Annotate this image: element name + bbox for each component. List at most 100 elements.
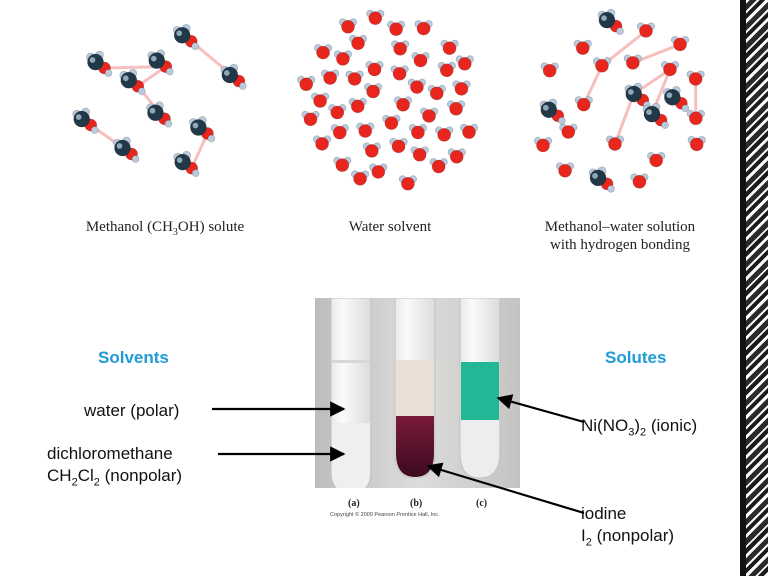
oxygen-atom bbox=[575, 41, 590, 55]
oxygen-atom bbox=[608, 137, 622, 151]
dichloromethane-label: dichloromethane CH2Cl2 (nonpolar) bbox=[47, 443, 182, 493]
oxygen-atom bbox=[437, 128, 451, 142]
methanol-caption: Methanol (CH3OH) solute bbox=[85, 219, 245, 238]
oxygen-atom bbox=[542, 63, 557, 78]
hydrogen-atom bbox=[191, 169, 200, 177]
hydrogen-atom bbox=[558, 116, 566, 125]
oxygen-atom bbox=[367, 62, 382, 77]
oxygen-atom bbox=[396, 97, 410, 112]
oxygen-atom bbox=[358, 124, 373, 138]
hydrogen-atom bbox=[627, 88, 635, 96]
oxygen-atom bbox=[449, 149, 464, 164]
methanol-water-solution-illustration bbox=[533, 8, 706, 193]
oxygen-atom bbox=[366, 84, 380, 99]
hydrogen-bond bbox=[613, 93, 636, 145]
oxygen-atom bbox=[323, 71, 337, 85]
oxygen-atom bbox=[429, 86, 444, 101]
oxygen-atom bbox=[315, 137, 329, 151]
tube-a-label: (a) bbox=[348, 498, 360, 509]
dichloromethane-formula: CH2Cl2 (nonpolar) bbox=[47, 466, 183, 489]
hydrogen-atom bbox=[223, 69, 231, 77]
iodine-formula: I2 (nonpolar) bbox=[581, 526, 675, 549]
hydrogen-atom bbox=[239, 82, 247, 90]
oxygen-atom bbox=[639, 24, 653, 38]
oxygen-atom bbox=[347, 72, 362, 86]
oxygen-atom bbox=[462, 125, 476, 139]
oxygen-atom bbox=[431, 159, 446, 174]
hydrogen-atom bbox=[90, 126, 99, 134]
oxygen-atom bbox=[350, 99, 365, 114]
oxygen-atom bbox=[335, 158, 350, 172]
oxygen-atom bbox=[392, 66, 407, 81]
test-tubes-drawing bbox=[315, 297, 520, 520]
oxygen-atom bbox=[368, 11, 383, 25]
oxygen-atom bbox=[413, 53, 428, 68]
hydrogen-atom bbox=[176, 156, 183, 164]
oxygen-atom bbox=[313, 94, 327, 108]
hydrogen-atom bbox=[600, 14, 608, 22]
oxygen-atom bbox=[561, 125, 576, 139]
oxygen-atom bbox=[649, 153, 663, 168]
hydrogen-bond bbox=[190, 132, 209, 169]
oxygen-atom bbox=[401, 176, 415, 191]
iodine-arrow bbox=[426, 462, 585, 515]
oxygen-atom bbox=[384, 116, 399, 130]
hydrogen-atom bbox=[75, 113, 83, 121]
solution-caption-line2: with hydrogen bonding bbox=[550, 237, 690, 253]
oxygen-atom bbox=[351, 36, 365, 51]
oxygen-atom bbox=[457, 57, 472, 71]
water-label: water (polar) bbox=[84, 401, 180, 420]
hydrogen-atom bbox=[137, 87, 146, 95]
oxygen-atom bbox=[299, 77, 314, 92]
oxygen-atom bbox=[632, 174, 647, 189]
copyright-notice: Copyright © 2009 Pearson Prentice Hall, … bbox=[330, 512, 440, 518]
dichloromethane-name: dichloromethane bbox=[47, 444, 173, 463]
nickel-nitrate-label: Ni(NO3)2 (ionic) bbox=[581, 416, 698, 439]
hydrogen-atom bbox=[150, 55, 158, 62]
iodine-name: iodine bbox=[581, 504, 627, 523]
hydrogen-atom bbox=[131, 155, 140, 163]
solutes-heading: Solutes bbox=[605, 348, 667, 367]
oxygen-atom bbox=[371, 165, 386, 179]
oxygen-atom bbox=[393, 42, 407, 56]
oxygen-atom bbox=[576, 97, 591, 112]
oxygen-atom bbox=[353, 171, 367, 186]
methanol-molecules-illustration bbox=[72, 23, 247, 177]
oxygen-atom bbox=[422, 109, 436, 123]
hydrogen-atom bbox=[165, 67, 174, 76]
solution-caption-line1: Methanol–water solution bbox=[544, 219, 696, 235]
oxygen-atom bbox=[332, 125, 347, 140]
solution-caption: Methanol–water solution with hydrogen bo… bbox=[520, 218, 720, 254]
iodine-label: iodine I2 (nonpolar) bbox=[581, 503, 674, 553]
hydrogen-atom bbox=[164, 119, 173, 128]
water-molecules-illustration bbox=[297, 9, 479, 191]
oxygen-atom bbox=[626, 56, 640, 70]
oxygen-atom bbox=[454, 82, 469, 96]
test-tubes-photo bbox=[315, 297, 520, 520]
decorative-border bbox=[740, 0, 768, 576]
oxygen-atom bbox=[595, 58, 609, 73]
hydrogen-atom bbox=[192, 122, 199, 129]
solvents-heading: Solvents bbox=[98, 348, 169, 367]
oxygen-atom bbox=[439, 63, 454, 78]
oxygen-atom bbox=[341, 19, 355, 34]
oxygen-atom bbox=[558, 163, 572, 178]
oxygen-atom bbox=[536, 138, 550, 153]
oxygen-atom bbox=[365, 144, 379, 158]
hydrogen-atom bbox=[122, 74, 130, 82]
oxygen-atom bbox=[316, 45, 330, 60]
oxygen-atom bbox=[449, 102, 463, 116]
oxygen-atom bbox=[663, 62, 677, 77]
oxygen-atom bbox=[442, 41, 457, 56]
hydrogen-atom bbox=[116, 142, 123, 150]
hydrogen-atom bbox=[681, 104, 690, 113]
hydrogen-atom bbox=[191, 42, 199, 51]
oxygen-atom bbox=[412, 147, 427, 162]
hydrogen-atom bbox=[645, 108, 653, 116]
hydrogen-atom bbox=[89, 56, 96, 64]
tube-b bbox=[394, 297, 436, 479]
hydrogen-atom bbox=[607, 185, 615, 193]
oxygen-atom bbox=[389, 22, 403, 36]
